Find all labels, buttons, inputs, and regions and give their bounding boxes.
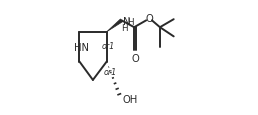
- Text: N: N: [123, 17, 131, 27]
- Text: or1: or1: [103, 67, 116, 76]
- Text: H: H: [121, 24, 127, 33]
- Text: O: O: [131, 54, 139, 64]
- Text: O: O: [145, 14, 153, 24]
- Text: or1: or1: [102, 42, 115, 51]
- Text: HN: HN: [74, 42, 89, 52]
- Text: H: H: [127, 18, 134, 27]
- Text: OH: OH: [123, 95, 138, 105]
- Polygon shape: [107, 20, 123, 33]
